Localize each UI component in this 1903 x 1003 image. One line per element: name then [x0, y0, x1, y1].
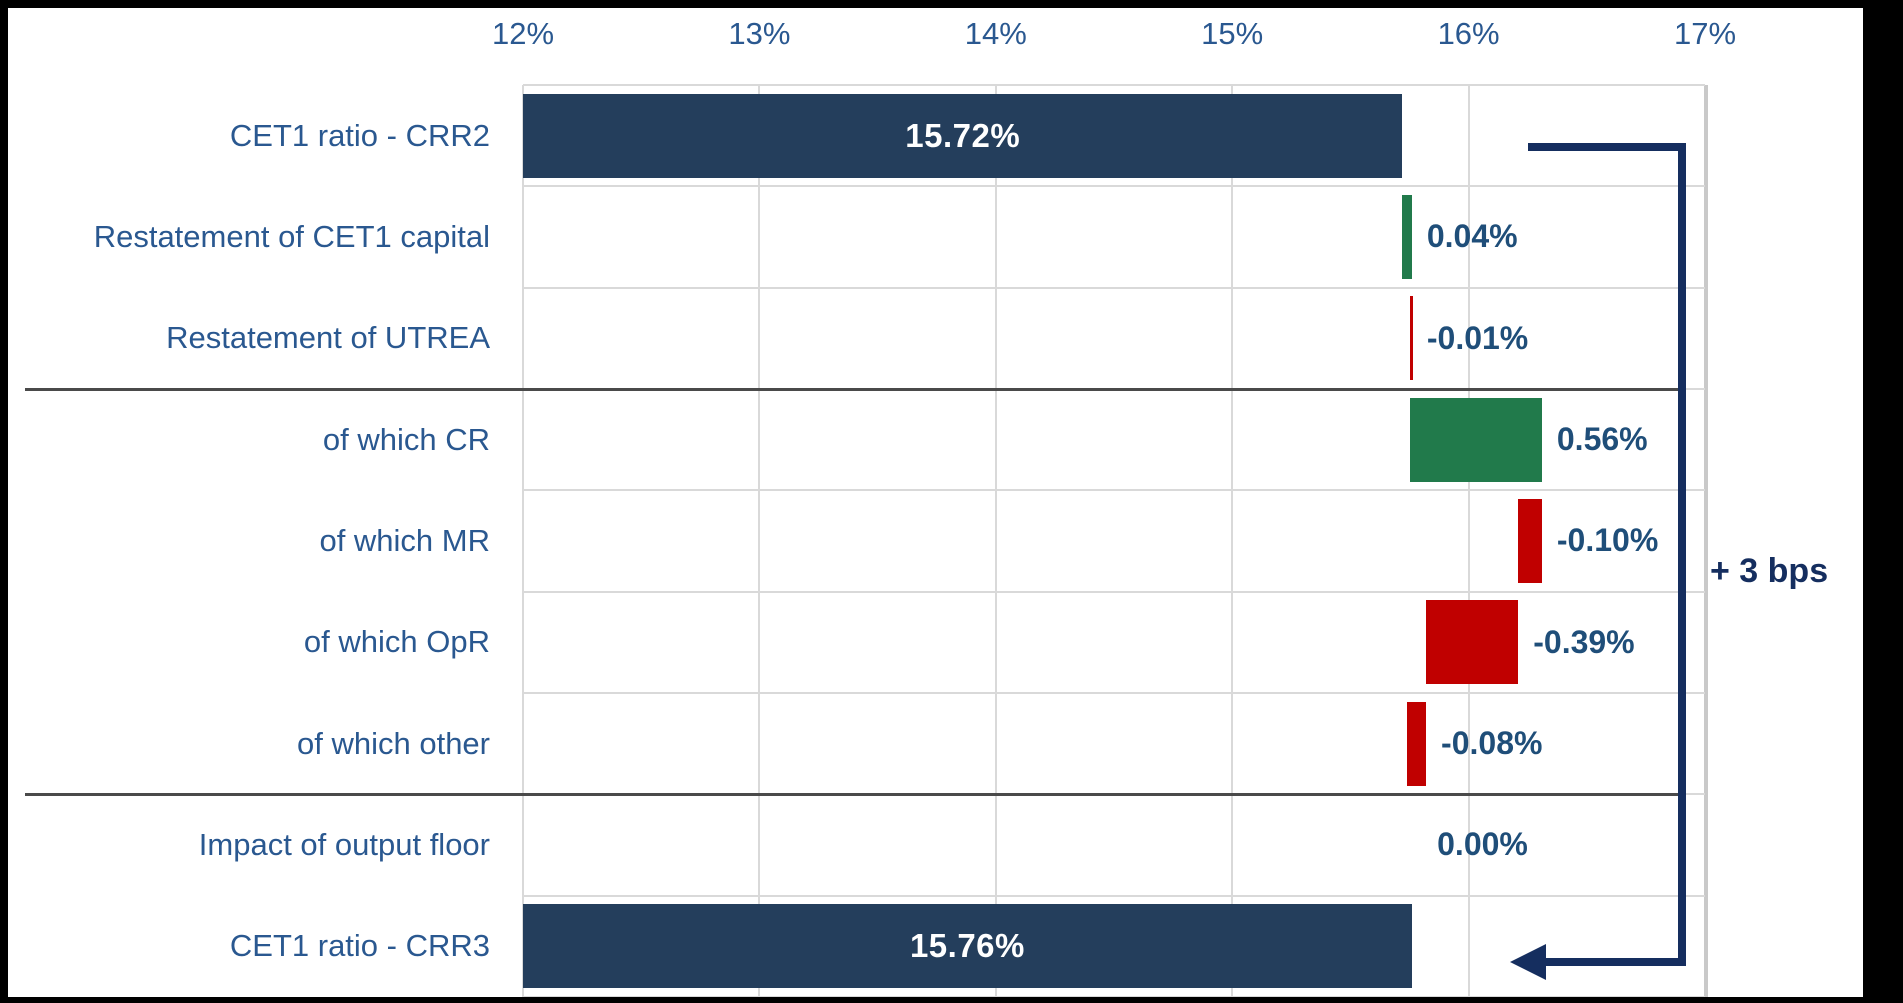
gridline-horizontal — [523, 489, 1705, 492]
value-label-restatement-of-cet1-capital: 0.04% — [1426, 218, 1518, 255]
bps-arrow-top-segment — [1528, 143, 1686, 151]
bps-annotation: + 3 bps — [1710, 552, 1829, 590]
category-label-of-which-opr: of which OpR — [303, 624, 490, 660]
bar-restatement-of-cet1-capital — [1402, 195, 1412, 279]
value-label-cet1-ratio-crr3: 15.76% — [909, 927, 1025, 965]
bar-of-which-other — [1407, 701, 1427, 786]
gridline-horizontal — [523, 185, 1705, 188]
frame-bottom — [0, 997, 1903, 1003]
gridline-vertical — [994, 85, 997, 997]
gridline-horizontal — [523, 84, 1705, 86]
x-axis-tick-label: 12% — [491, 16, 555, 51]
bps-arrow-bottom-segment — [1542, 958, 1686, 966]
bar-cet1-ratio-crr3 — [523, 904, 1412, 989]
gridline-horizontal — [523, 590, 1705, 593]
value-label-of-which-cr: 0.56% — [1556, 421, 1648, 458]
x-axis-tick-label: 16% — [1437, 16, 1500, 51]
value-label-of-which-opr: -0.39% — [1533, 623, 1635, 660]
category-label-cet1-ratio-crr2: CET1 ratio - CRR2 — [229, 117, 490, 153]
bps-arrow-head — [1510, 944, 1546, 980]
category-label-restatement-of-utrea: Restatement of UTREA — [166, 320, 490, 356]
frame-right — [1863, 0, 1903, 1003]
value-label-restatement-of-utrea: -0.01% — [1426, 319, 1529, 356]
bar-of-which-mr — [1518, 499, 1542, 583]
value-label-of-which-other: -0.08% — [1441, 725, 1543, 762]
category-label-restatement-of-cet1-capital: Restatement of CET1 capital — [93, 218, 490, 254]
x-axis-tick-label: 17% — [1673, 16, 1737, 51]
frame-top — [0, 0, 1903, 8]
value-label-of-which-mr: -0.10% — [1556, 522, 1659, 559]
gridline-horizontal — [523, 894, 1705, 897]
plot-right-border — [1704, 85, 1708, 997]
section-separator — [25, 792, 1682, 796]
gridline-vertical — [1231, 85, 1234, 997]
value-label-impact-of-output-floor: 0.00% — [1437, 826, 1528, 863]
x-axis-tick-label: 14% — [964, 16, 1027, 51]
bps-arrow-vertical-segment — [1678, 143, 1686, 966]
section-separator — [25, 387, 1682, 391]
gridline-vertical — [1467, 85, 1470, 997]
bar-of-which-opr — [1426, 600, 1519, 685]
category-label-cet1-ratio-crr3: CET1 ratio - CRR3 — [229, 928, 490, 964]
bar-of-which-cr — [1409, 397, 1542, 482]
frame-left — [0, 0, 8, 1003]
bar-cet1-ratio-crr2 — [523, 93, 1403, 178]
category-label-impact-of-output-floor: Impact of output floor — [198, 826, 490, 862]
category-label-of-which-other: of which other — [297, 725, 490, 761]
gridline-vertical — [758, 85, 761, 997]
gridline-vertical — [522, 85, 524, 997]
x-axis-tick-label: 13% — [728, 16, 791, 51]
category-label-of-which-cr: of which CR — [322, 421, 490, 457]
gridline-horizontal — [523, 692, 1705, 694]
gridline-horizontal — [523, 286, 1705, 289]
category-label-of-which-mr: of which MR — [319, 522, 490, 558]
value-label-cet1-ratio-crr2: 15.72% — [905, 116, 1021, 154]
bar-restatement-of-utrea — [1409, 296, 1413, 381]
x-axis-tick-label: 15% — [1201, 16, 1264, 51]
